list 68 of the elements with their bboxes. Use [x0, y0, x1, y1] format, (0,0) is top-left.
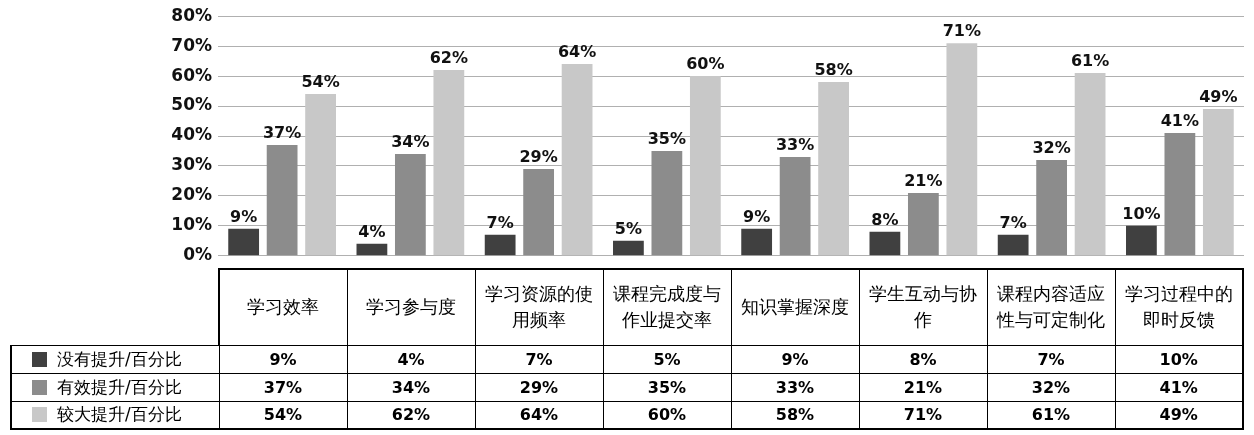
- x-tick-label: 学习参与度: [347, 269, 475, 345]
- text: 71%: [942, 21, 981, 41]
- data-label: 10%: [1115, 345, 1243, 373]
- text: 8%: [871, 210, 899, 229]
- text: 7%: [999, 212, 1027, 232]
- y-tick-label: 80%: [171, 4, 212, 25]
- data-label: 71%: [859, 401, 987, 429]
- text: 60%: [686, 54, 725, 74]
- text: 58%: [814, 60, 853, 80]
- text: 54%: [301, 72, 340, 92]
- x-tick-label: 学习资源的使用频率: [475, 269, 603, 345]
- data-label: 49%: [1115, 401, 1243, 429]
- x-tick-label: 学习效率: [219, 269, 347, 345]
- data-label: 37%: [219, 373, 347, 401]
- data-label: 34%: [347, 373, 475, 401]
- text: 29%: [519, 147, 558, 167]
- legend-label: 有效提升/百分比: [11, 373, 219, 401]
- x-tick-label: 知识掌握深度: [731, 269, 859, 345]
- data-label: 9%: [731, 345, 859, 373]
- legend-label: 没有提升/百分比: [11, 345, 219, 373]
- data-label: 60%: [603, 401, 731, 429]
- text: 64%: [557, 42, 597, 62]
- y-tick-label: 20%: [171, 184, 212, 205]
- text: 49%: [1199, 87, 1238, 107]
- x-tick-label: 课程内容适应性与可定制化: [987, 269, 1115, 345]
- data-label: 8%: [859, 345, 987, 373]
- data-label: 62%: [347, 401, 475, 429]
- text: 32%: [1032, 138, 1071, 158]
- data-label: 35%: [603, 373, 731, 401]
- text: 33%: [775, 135, 815, 155]
- data-label: 54%: [219, 401, 347, 429]
- text: 21%: [904, 171, 943, 191]
- data-label: 7%: [475, 345, 603, 373]
- data-label: 7%: [987, 345, 1115, 373]
- data-label: 32%: [987, 373, 1115, 401]
- text: 62%: [429, 48, 468, 68]
- y-tick-label: 30%: [171, 154, 212, 175]
- data-label: 41%: [1115, 373, 1243, 401]
- y-tick-label: 40%: [171, 124, 212, 145]
- x-tick-label: 学生互动与协作: [859, 269, 987, 345]
- text: 34%: [391, 132, 430, 152]
- y-tick-label: 10%: [171, 214, 212, 235]
- text: 37%: [262, 123, 302, 143]
- data-label: 9%: [219, 345, 347, 373]
- y-tick-label: 60%: [171, 64, 212, 85]
- data-label: 58%: [731, 401, 859, 429]
- y-tick-label: 0%: [183, 244, 212, 265]
- text: 9%: [230, 207, 258, 226]
- x-tick-label: 学习过程中的即时反馈: [1115, 269, 1243, 345]
- text: 10%: [1122, 204, 1161, 224]
- text: 61%: [1070, 51, 1110, 71]
- legend-label: 较大提升/百分比: [11, 401, 219, 429]
- y-tick-label: 70%: [171, 34, 212, 55]
- data-label: 5%: [603, 345, 731, 373]
- x-tick-label: 课程完成度与作业提交率: [603, 269, 731, 345]
- text: 5%: [614, 218, 642, 238]
- text: 41%: [1160, 111, 1200, 131]
- text: 9%: [743, 207, 771, 226]
- data-label: 4%: [347, 345, 475, 373]
- data-label: 33%: [731, 373, 859, 401]
- data-label: 29%: [475, 373, 603, 401]
- text: 4%: [358, 221, 386, 241]
- data-label: 64%: [475, 401, 603, 429]
- y-tick-label: 50%: [171, 94, 212, 115]
- data-label: 21%: [859, 373, 987, 401]
- data-label: 61%: [987, 401, 1115, 429]
- text: 7%: [486, 212, 514, 232]
- text: 35%: [647, 129, 687, 149]
